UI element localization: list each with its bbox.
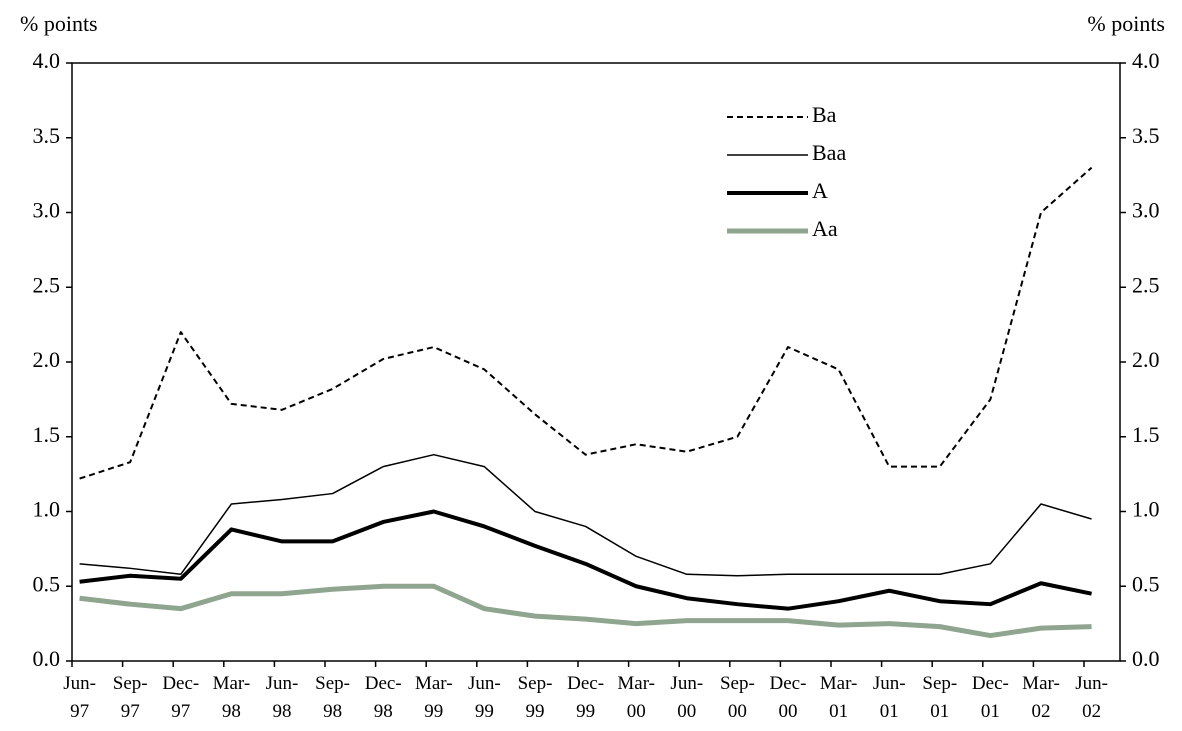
- y2-tick-label: 1.0: [1132, 497, 1160, 522]
- y2-tick-label: 3.5: [1132, 123, 1160, 148]
- y-axis-label: % points: [20, 11, 98, 36]
- x-tick-label: Sep-99: [518, 673, 553, 722]
- y-tick-label: 0.0: [33, 646, 61, 671]
- x-tick-label: Jun-02: [1075, 673, 1108, 722]
- legend-label: Aa: [812, 216, 838, 241]
- x-tick-label: Sep-97: [113, 673, 148, 722]
- y2-tick-label: 0.5: [1132, 571, 1160, 596]
- x-tick-label: Sep-01: [922, 673, 957, 722]
- x-tick-label: Mar-99: [415, 673, 453, 722]
- x-tick-label: Dec-99: [567, 673, 604, 722]
- y2-tick-label: 2.0: [1132, 347, 1160, 372]
- y-tick-label: 3.5: [33, 123, 61, 148]
- x-tick-label: Mar-01: [820, 673, 858, 722]
- legend-label: A: [812, 178, 828, 203]
- series-line: [79, 166, 1093, 480]
- plot-frame: [71, 62, 1121, 662]
- x-tick-label: Dec-97: [162, 673, 199, 722]
- y-tick-label: 0.5: [33, 571, 61, 596]
- y2-tick-label: 2.5: [1132, 272, 1160, 297]
- x-tick-label: Jun-97: [63, 673, 96, 722]
- series-line: [79, 453, 1092, 577]
- y2-tick-label: 4.0: [1132, 48, 1160, 73]
- y-tick-label: 2.5: [33, 272, 61, 297]
- x-tick-label: Jun-98: [266, 673, 299, 722]
- x-tick-label: Jun-01: [873, 673, 906, 722]
- x-tick-label: Mar-02: [1022, 673, 1060, 722]
- series-line: [79, 509, 1092, 611]
- y-tick-label: 4.0: [33, 48, 61, 73]
- x-tick-label: Jun-00: [670, 673, 703, 722]
- series-line: [79, 583, 1092, 639]
- y2-axis-label: % points: [1087, 11, 1165, 36]
- x-tick-label: Dec-98: [365, 673, 402, 722]
- x-tick-label: Mar-98: [213, 673, 251, 722]
- y-tick-label: 1.0: [33, 497, 61, 522]
- y-tick-label: 3.0: [33, 198, 61, 223]
- x-tick-label: Sep-00: [720, 673, 755, 722]
- x-tick-label: Sep-98: [315, 673, 350, 722]
- legend-label: Baa: [812, 140, 846, 165]
- y-tick-label: 2.0: [33, 347, 61, 372]
- y2-tick-label: 3.0: [1132, 198, 1160, 223]
- y2-tick-label: 0.0: [1132, 646, 1160, 671]
- x-tick-label: Jun-99: [468, 673, 501, 722]
- x-tick-label: Mar-00: [617, 673, 655, 722]
- x-tick-label: Dec-01: [972, 673, 1009, 722]
- legend-label: Ba: [812, 102, 837, 127]
- y-tick-label: 1.5: [33, 422, 61, 447]
- x-tick-label: Dec-00: [770, 673, 807, 722]
- y2-tick-label: 1.5: [1132, 422, 1160, 447]
